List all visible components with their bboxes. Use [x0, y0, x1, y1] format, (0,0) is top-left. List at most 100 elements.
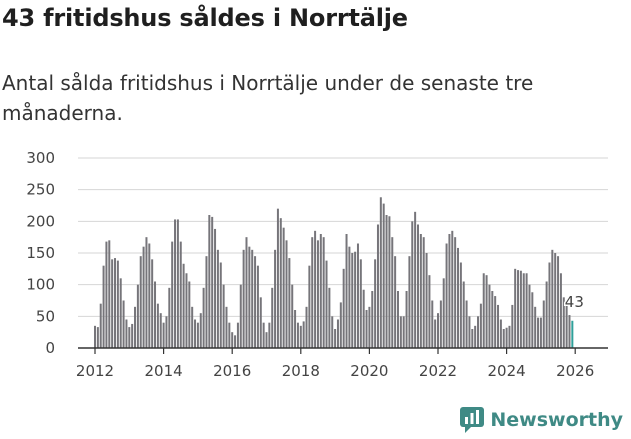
- bar: [402, 316, 405, 348]
- x-tick-label: 2026: [556, 362, 594, 380]
- bar: [388, 216, 391, 348]
- bar: [114, 258, 117, 348]
- bar: [234, 335, 237, 348]
- bar: [465, 300, 468, 348]
- bar: [296, 322, 299, 348]
- bar: [374, 259, 377, 348]
- bar: [557, 256, 560, 348]
- bar: [316, 240, 319, 348]
- bar: [411, 221, 414, 348]
- bar: [414, 211, 417, 348]
- bar: [331, 316, 334, 348]
- bar: [288, 258, 291, 348]
- bar: [196, 322, 199, 348]
- bar: [379, 197, 382, 348]
- bar: [176, 219, 179, 348]
- bar: [291, 284, 294, 348]
- bar: [562, 297, 565, 348]
- bar: [105, 241, 108, 348]
- bar: [131, 323, 134, 348]
- bar: [539, 317, 542, 348]
- bar: [294, 310, 297, 348]
- bar: [534, 306, 537, 348]
- bar: [151, 259, 154, 348]
- bar: [448, 234, 451, 348]
- bar: [502, 329, 505, 348]
- bar: [299, 325, 302, 348]
- bar: [396, 291, 399, 348]
- bar: [336, 319, 339, 348]
- bar: [517, 270, 520, 348]
- bar: [525, 273, 528, 348]
- bar: [271, 287, 274, 348]
- bar: [239, 284, 242, 348]
- bar: [368, 306, 371, 348]
- bar: [528, 284, 531, 348]
- bar: [325, 260, 328, 348]
- bar: [474, 325, 477, 348]
- bar: [559, 273, 562, 348]
- bar: [302, 321, 305, 348]
- bar: [454, 237, 457, 348]
- bar: [371, 291, 374, 348]
- bar: [205, 256, 208, 348]
- bar: [531, 292, 534, 348]
- bar: [142, 246, 145, 348]
- x-tick-label: 2024: [488, 362, 526, 380]
- bar: [251, 249, 254, 348]
- bar: [188, 281, 191, 348]
- bar: [345, 234, 348, 348]
- x-tick-label: 2018: [282, 362, 320, 380]
- bar: [405, 291, 408, 348]
- bar: [96, 327, 99, 348]
- bar: [191, 306, 194, 348]
- bar: [334, 329, 337, 348]
- bar: [154, 281, 157, 348]
- bar: [171, 241, 174, 348]
- bar: [139, 256, 142, 348]
- bar: [385, 215, 388, 348]
- bar: [202, 287, 205, 348]
- bar: [394, 256, 397, 348]
- bar: [554, 253, 557, 348]
- bar: [308, 265, 311, 348]
- bar: [99, 303, 102, 348]
- bar: [354, 251, 357, 348]
- bar: [499, 319, 502, 348]
- bar: [348, 246, 351, 348]
- x-tick-label: 2020: [350, 362, 388, 380]
- bar: [314, 230, 317, 348]
- bar: [245, 237, 248, 348]
- bar: [274, 249, 277, 348]
- bar: [219, 262, 222, 348]
- bar: [94, 325, 96, 348]
- bar: [148, 243, 151, 348]
- bar: [422, 237, 425, 348]
- bar: [256, 265, 259, 348]
- bar: [471, 329, 474, 348]
- bar: [511, 304, 514, 348]
- bar: [225, 306, 228, 348]
- newsworthy-logo-icon: [460, 407, 485, 433]
- bar: [351, 253, 354, 348]
- bar: [265, 332, 268, 348]
- bar: [457, 247, 460, 348]
- bar: [359, 259, 362, 348]
- y-tick-label: 150: [26, 244, 55, 262]
- bar: [222, 284, 225, 348]
- bar: [508, 325, 511, 348]
- bar: [442, 278, 445, 348]
- latest-value-label: 43: [565, 293, 584, 311]
- brand-logo[interactable]: Newsworthy: [460, 407, 623, 433]
- bar: [228, 322, 231, 348]
- bar: [485, 275, 488, 348]
- bar: [185, 273, 188, 348]
- bar: [319, 234, 322, 348]
- bar: [159, 313, 162, 348]
- x-tick-label: 2022: [419, 362, 457, 380]
- bar: [445, 243, 448, 348]
- bar: [136, 284, 139, 348]
- bar: [548, 262, 551, 348]
- bar: [122, 300, 125, 348]
- bar: [248, 246, 251, 348]
